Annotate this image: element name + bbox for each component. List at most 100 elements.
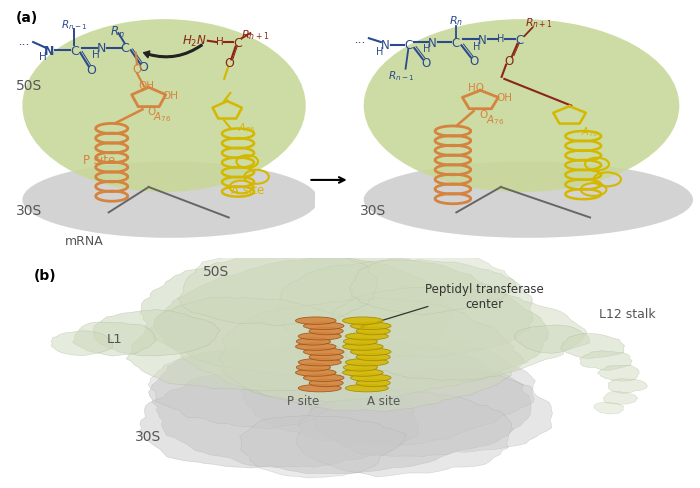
Text: 30S: 30S <box>135 429 162 443</box>
Text: $A_{76}$: $A_{76}$ <box>486 113 504 126</box>
Text: $R_{n-1}$: $R_{n-1}$ <box>388 69 415 83</box>
Ellipse shape <box>309 353 343 361</box>
Text: 30S: 30S <box>16 203 43 218</box>
Polygon shape <box>598 366 639 382</box>
Text: H: H <box>216 37 223 47</box>
Ellipse shape <box>345 359 389 366</box>
Text: O: O <box>225 57 235 70</box>
Text: $R_{n+1}$: $R_{n+1}$ <box>241 28 270 42</box>
Text: P site: P site <box>83 153 116 166</box>
Polygon shape <box>276 260 533 357</box>
Polygon shape <box>310 368 552 457</box>
Ellipse shape <box>356 353 390 361</box>
Polygon shape <box>140 255 454 376</box>
Text: 50S: 50S <box>16 79 43 93</box>
Polygon shape <box>139 366 419 468</box>
Text: 50S: 50S <box>202 264 229 278</box>
Text: C: C <box>120 42 129 55</box>
Text: A site: A site <box>230 183 264 197</box>
Polygon shape <box>154 257 548 402</box>
Ellipse shape <box>298 333 342 340</box>
Text: ...: ... <box>18 35 30 48</box>
Text: N: N <box>381 39 389 52</box>
Text: P site: P site <box>287 394 319 407</box>
Ellipse shape <box>364 20 679 193</box>
Ellipse shape <box>351 374 391 382</box>
Text: mRNA: mRNA <box>64 234 104 247</box>
Polygon shape <box>126 297 361 391</box>
Polygon shape <box>241 334 536 446</box>
Text: O: O <box>479 109 487 120</box>
Ellipse shape <box>356 380 390 387</box>
Ellipse shape <box>351 323 391 330</box>
Polygon shape <box>561 334 624 359</box>
Text: $R_{n+1}$: $R_{n+1}$ <box>525 17 552 30</box>
Text: O: O <box>147 107 155 117</box>
Polygon shape <box>580 351 632 371</box>
Polygon shape <box>93 310 220 356</box>
Text: $A_{76}$: $A_{76}$ <box>153 110 172 124</box>
Text: H: H <box>92 50 99 60</box>
Text: (b): (b) <box>34 268 57 283</box>
Text: N: N <box>477 34 486 47</box>
Text: Peptidyl transferase
center: Peptidyl transferase center <box>425 282 544 310</box>
Polygon shape <box>603 392 638 405</box>
Ellipse shape <box>344 364 377 371</box>
Polygon shape <box>148 350 351 428</box>
Polygon shape <box>178 250 377 326</box>
Text: ...: ... <box>354 33 366 45</box>
Text: OH: OH <box>162 91 178 101</box>
Text: L1: L1 <box>107 332 122 345</box>
Ellipse shape <box>303 323 344 330</box>
Text: $R_{n-1}$: $R_{n-1}$ <box>62 18 88 32</box>
Text: C: C <box>233 37 242 49</box>
Text: N: N <box>97 42 106 55</box>
Text: HO: HO <box>468 83 484 93</box>
Ellipse shape <box>342 317 383 325</box>
Text: N: N <box>428 37 437 49</box>
Ellipse shape <box>296 338 330 346</box>
Text: C: C <box>70 44 78 58</box>
Text: O: O <box>505 55 514 68</box>
Polygon shape <box>148 334 531 474</box>
Ellipse shape <box>298 385 342 392</box>
Text: 30S: 30S <box>360 203 386 218</box>
Polygon shape <box>296 391 512 477</box>
Ellipse shape <box>345 385 389 392</box>
Text: H: H <box>424 44 431 54</box>
FancyArrowPatch shape <box>144 45 202 59</box>
Text: $R_{n}$: $R_{n}$ <box>449 15 463 28</box>
Ellipse shape <box>22 162 318 238</box>
Ellipse shape <box>356 327 390 335</box>
Ellipse shape <box>342 343 383 350</box>
Ellipse shape <box>309 327 343 335</box>
Text: H: H <box>496 34 504 44</box>
Text: O: O <box>132 63 141 76</box>
Ellipse shape <box>22 20 306 193</box>
Text: (a): (a) <box>16 11 38 25</box>
Ellipse shape <box>303 348 344 356</box>
Ellipse shape <box>364 162 693 238</box>
Text: C: C <box>452 37 460 49</box>
Text: H: H <box>377 47 384 57</box>
Text: $A_{76}$: $A_{76}$ <box>582 125 598 139</box>
Polygon shape <box>514 325 589 354</box>
Text: $H_2N$: $H_2N$ <box>183 34 207 49</box>
Text: N: N <box>43 44 54 58</box>
Text: L12 stalk: L12 stalk <box>598 307 655 320</box>
Text: OH: OH <box>496 93 512 103</box>
Ellipse shape <box>309 380 343 387</box>
Polygon shape <box>608 379 648 394</box>
Polygon shape <box>220 299 524 412</box>
Ellipse shape <box>342 369 383 377</box>
Text: C: C <box>404 39 412 52</box>
Text: H: H <box>473 42 481 52</box>
Ellipse shape <box>298 359 342 366</box>
Polygon shape <box>72 323 155 356</box>
Ellipse shape <box>351 348 391 356</box>
Polygon shape <box>51 331 113 356</box>
Text: O: O <box>470 55 479 68</box>
Text: C: C <box>516 34 524 47</box>
Ellipse shape <box>303 374 344 382</box>
Ellipse shape <box>296 364 330 371</box>
